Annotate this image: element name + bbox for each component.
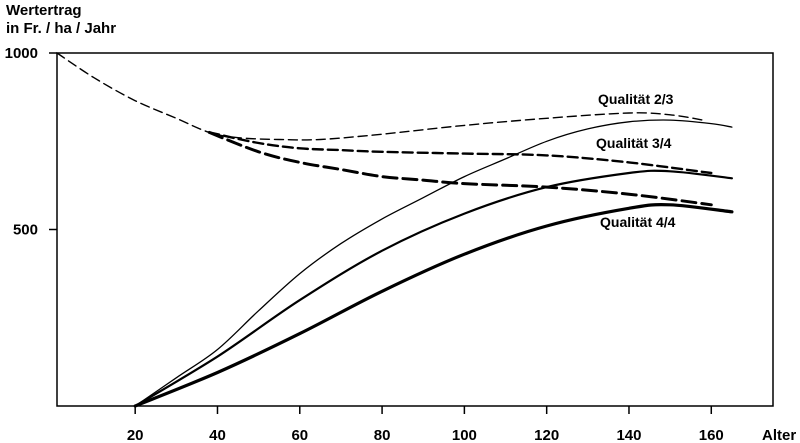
x-tick-label: 160 bbox=[699, 427, 724, 443]
annotation-q44: Qualität 4/4 bbox=[600, 214, 676, 230]
series-line-solid-thick bbox=[133, 203, 734, 408]
y-axis-title-line1: Wertertrag bbox=[6, 2, 82, 19]
series-lines bbox=[56, 52, 734, 408]
x-tick-label: 100 bbox=[452, 427, 477, 443]
x-tick-label: 60 bbox=[291, 427, 308, 443]
x-tick-label: 140 bbox=[616, 427, 641, 443]
x-tick-label: 80 bbox=[374, 427, 391, 443]
y-tick-label: 1000 bbox=[5, 45, 38, 62]
y-tick-label: 500 bbox=[13, 222, 38, 239]
annotation-q23: Qualität 2/3 bbox=[598, 91, 674, 107]
x-tick-label: 120 bbox=[534, 427, 559, 443]
annotation-q34: Qualität 3/4 bbox=[596, 135, 672, 151]
x-axis-title: Alter bbox=[762, 427, 796, 443]
series-line-dashed-medium bbox=[208, 131, 713, 175]
series-line-solid-medium bbox=[134, 169, 733, 408]
annotations: Qualität 2/3 Qualität 3/4 Qualität 4/4 bbox=[596, 91, 676, 230]
x-tick-label: 20 bbox=[127, 427, 144, 443]
series-line-dashed-thick bbox=[207, 130, 713, 207]
axis-ticks: 20 40 60 80 100 120 140 160 500 1000 bbox=[5, 45, 724, 443]
series-line-dashed-thin bbox=[56, 52, 704, 141]
x-tick-label: 40 bbox=[209, 427, 226, 443]
series-line-solid-thin bbox=[134, 119, 733, 407]
y-axis-title-line2: in Fr. / ha / Jahr bbox=[6, 20, 117, 37]
